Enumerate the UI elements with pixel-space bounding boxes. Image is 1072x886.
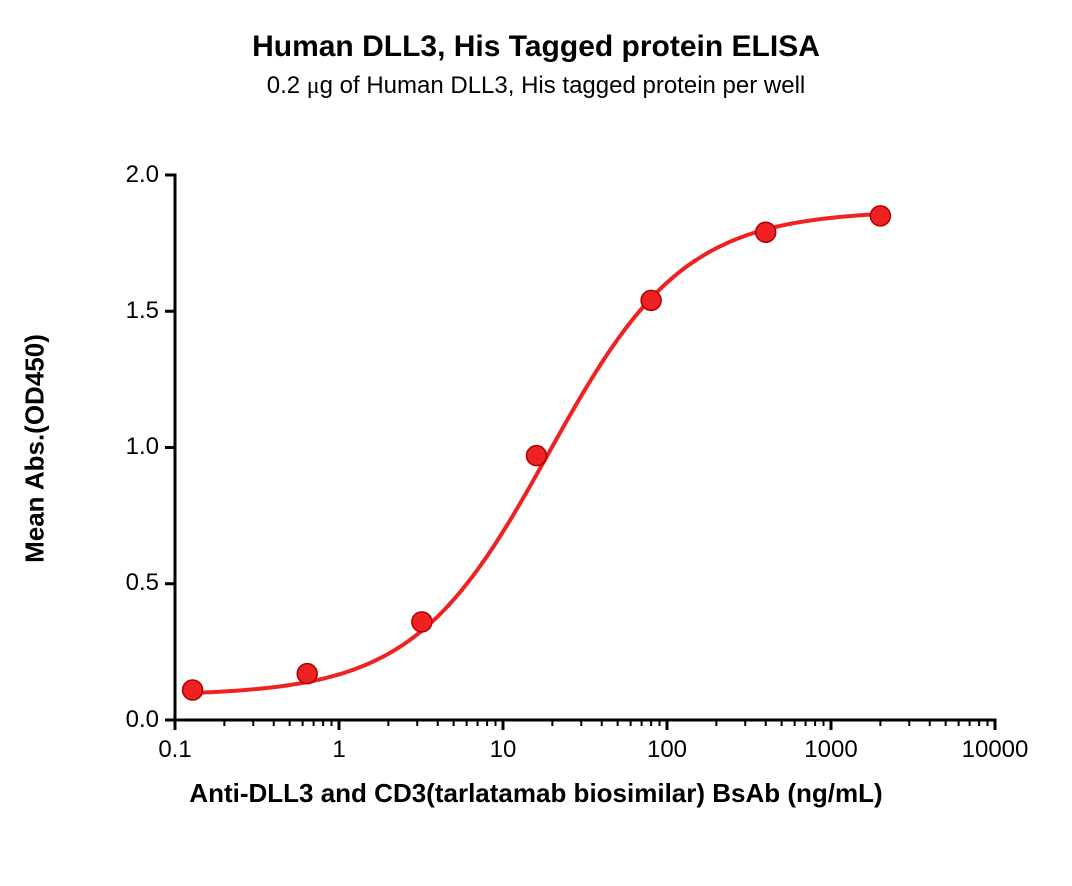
x-tick-label: 0.1 bbox=[125, 736, 225, 764]
y-tick-label: 2.0 bbox=[89, 161, 159, 189]
x-axis-label-text: Anti-DLL3 and CD3(tarlatamab biosimilar)… bbox=[189, 778, 882, 808]
y-axis-label-text: Mean Abs.(OD450) bbox=[20, 334, 50, 563]
x-axis-label: Anti-DLL3 and CD3(tarlatamab biosimilar)… bbox=[0, 778, 1072, 809]
y-tick-label: 0.0 bbox=[89, 706, 159, 734]
x-tick-label: 100 bbox=[617, 736, 717, 764]
y-tick-label: 0.5 bbox=[89, 569, 159, 597]
x-tick-label: 10000 bbox=[945, 736, 1045, 764]
y-axis-label: Mean Abs.(OD450) bbox=[20, 318, 51, 578]
chart-container: Human DLL3, His Tagged protein ELISA 0.2… bbox=[0, 0, 1072, 886]
y-tick-label: 1.5 bbox=[89, 297, 159, 325]
x-tick-label: 1 bbox=[289, 736, 389, 764]
x-tick-label: 10 bbox=[453, 736, 553, 764]
y-tick-label: 1.0 bbox=[89, 433, 159, 461]
x-tick-label: 1000 bbox=[781, 736, 881, 764]
